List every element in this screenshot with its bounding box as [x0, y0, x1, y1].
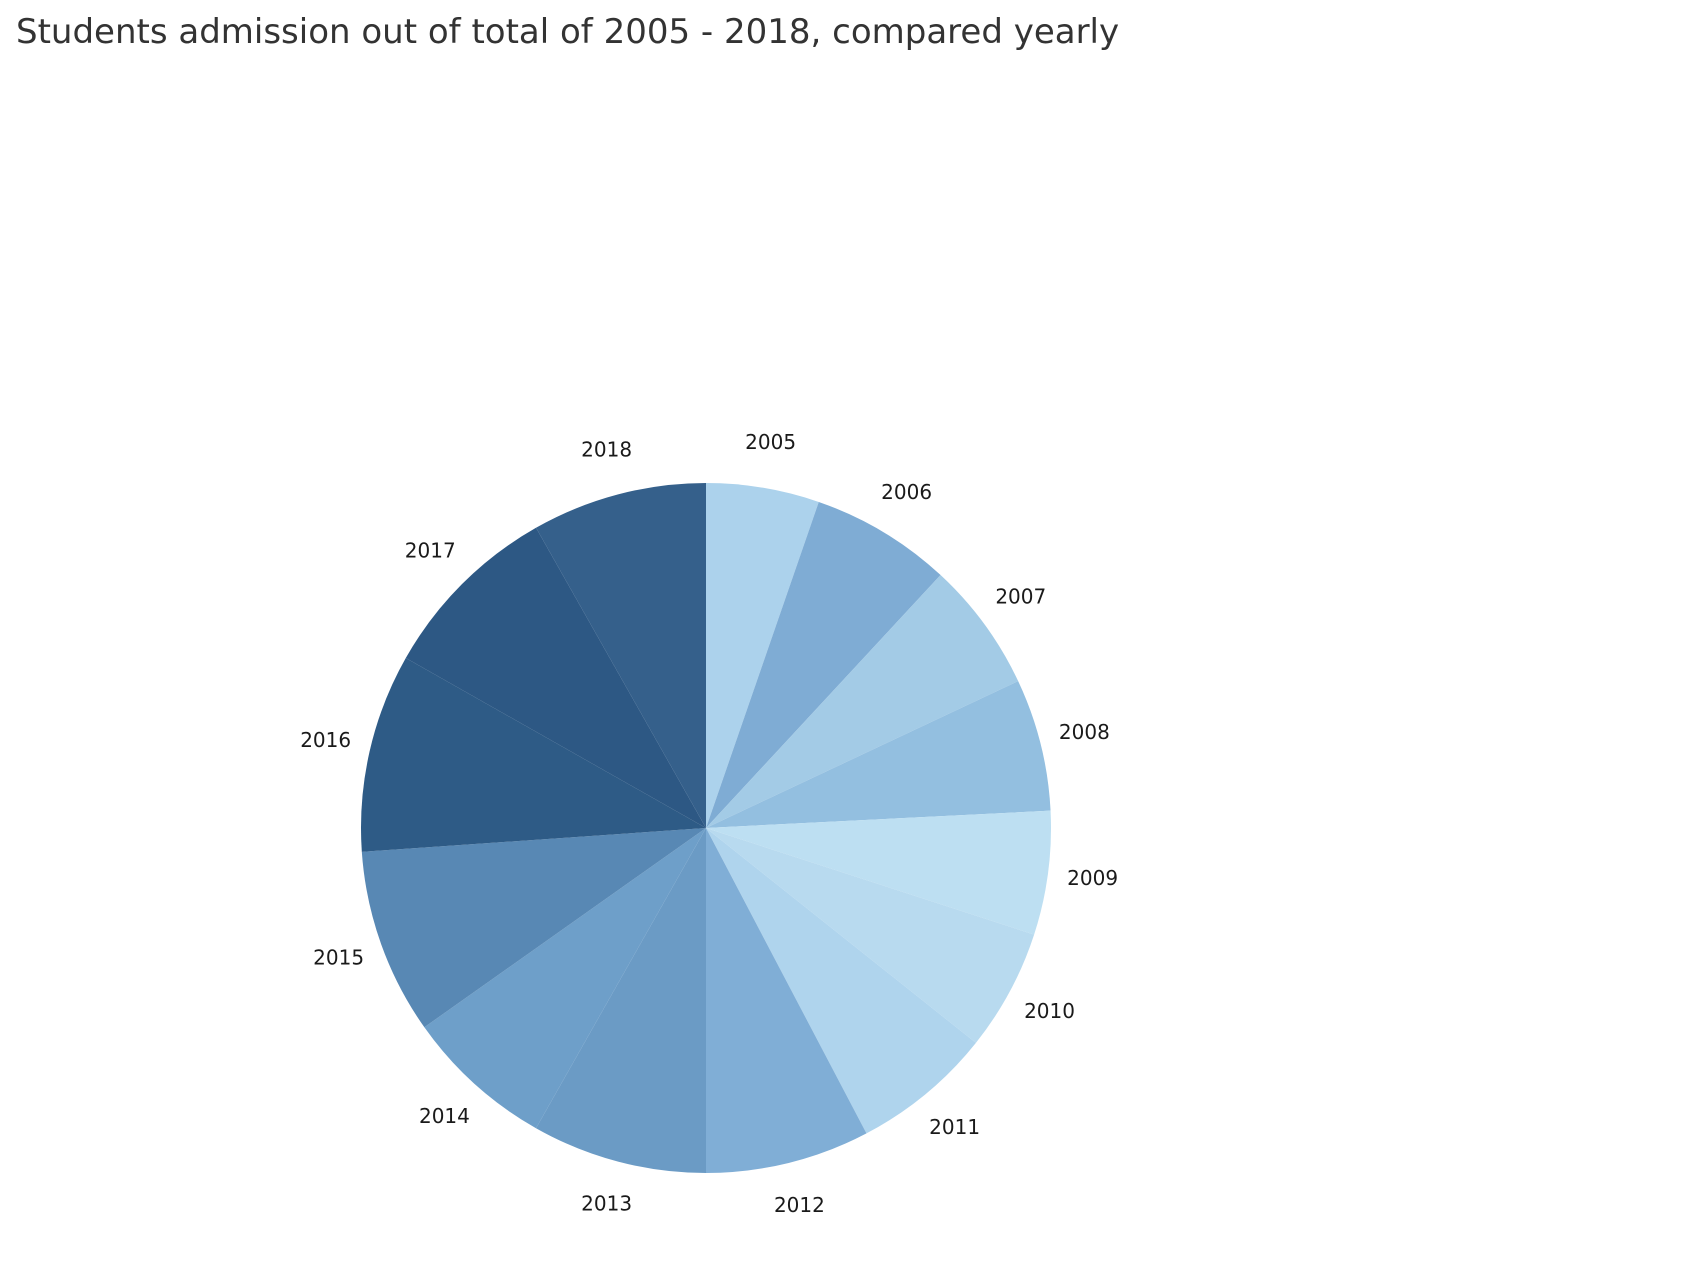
- pie-slice-2010: [706, 828, 1035, 1043]
- pie-slices: [360, 483, 1051, 1173]
- pie-label-2009: 2009: [1067, 866, 1118, 890]
- pie-slice-2006: [706, 501, 941, 828]
- pie-slice-2007: [706, 575, 1019, 828]
- pie-slice-2009: [706, 810, 1051, 935]
- pie-label-2010: 2010: [1024, 999, 1075, 1023]
- pie-label-2008: 2008: [1059, 720, 1110, 744]
- pie-labels: 2005 2006 2007 2008 2009 2010 2011 2012 2013 2014…: [300, 430, 1118, 1217]
- pie-slice-2017: [405, 527, 706, 828]
- pie-slice-2012: [706, 828, 867, 1173]
- pie-label-2018: 2018: [581, 437, 632, 461]
- pie-label-2013: 2013: [581, 1192, 632, 1216]
- chart-title: Students admission out of total of 2005 …: [16, 12, 1120, 52]
- pie-slice-2015: [361, 828, 706, 1028]
- pie-label-2011: 2011: [929, 1115, 980, 1139]
- pie-slice-2018: [536, 483, 706, 828]
- pie-label-2012: 2012: [774, 1193, 825, 1217]
- pie-label-2017: 2017: [405, 539, 456, 563]
- pie-label-2015: 2015: [313, 945, 364, 969]
- pie-slice-2005: [706, 483, 819, 828]
- pie-label-2005: 2005: [745, 430, 796, 454]
- pie-slice-2016: [360, 658, 706, 852]
- pie-label-2007: 2007: [995, 584, 1046, 608]
- pie-label-2014: 2014: [419, 1104, 470, 1128]
- pie-slice-2011: [706, 828, 976, 1134]
- pie-slice-2013: [536, 828, 706, 1173]
- pie-label-2006: 2006: [881, 480, 932, 504]
- pie-slice-2008: [706, 681, 1051, 828]
- pie-slice-2014: [424, 828, 706, 1129]
- pie-label-2016: 2016: [300, 728, 351, 752]
